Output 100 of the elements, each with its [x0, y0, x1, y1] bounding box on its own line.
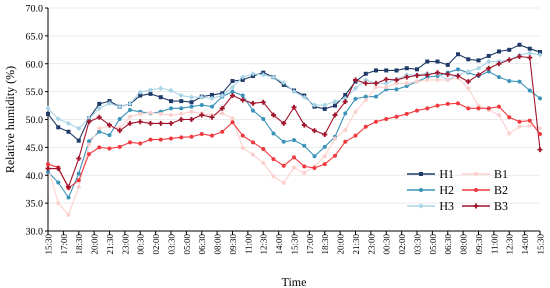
point	[311, 127, 318, 134]
point	[65, 184, 72, 190]
x-tick-label: 09:30	[228, 234, 238, 255]
x-tick-label: 21:30	[350, 234, 361, 255]
point	[538, 132, 542, 136]
point	[352, 86, 358, 91]
point	[300, 122, 308, 128]
x-tick-label: 11:00	[489, 234, 500, 254]
point	[382, 76, 390, 83]
point	[86, 118, 92, 126]
x-tick-label: 11:00	[243, 234, 254, 254]
point	[76, 172, 81, 176]
y-tick-label: 55.0	[26, 87, 43, 98]
point	[507, 79, 512, 84]
point	[476, 106, 480, 110]
point	[446, 62, 450, 67]
point	[384, 68, 388, 72]
point	[415, 67, 419, 72]
point	[220, 111, 224, 116]
point	[56, 116, 61, 122]
y-axis-title: Relative humidity (%)	[3, 66, 17, 174]
point	[333, 104, 337, 108]
point	[446, 102, 450, 106]
x-tick-label: 08:00	[212, 234, 223, 255]
x-tick-label: 23:00	[366, 234, 376, 255]
x-tick-label: 15:30	[289, 234, 300, 255]
point	[66, 120, 72, 126]
point	[190, 100, 194, 104]
point	[374, 94, 378, 99]
point	[518, 120, 522, 124]
point	[322, 144, 327, 149]
point	[342, 98, 349, 106]
point	[456, 52, 460, 56]
point	[292, 138, 296, 142]
point	[292, 155, 296, 160]
point	[456, 67, 460, 72]
point	[260, 98, 267, 106]
point	[394, 87, 398, 92]
point	[108, 146, 112, 150]
y-tick-label: 35.0	[26, 198, 43, 210]
point	[528, 46, 532, 51]
point	[272, 131, 276, 136]
y-tick-label: 45.0	[26, 142, 43, 154]
point	[240, 134, 245, 138]
point	[537, 52, 543, 58]
point	[218, 104, 226, 112]
point	[384, 116, 388, 121]
point	[476, 66, 482, 71]
point	[240, 94, 245, 98]
point	[497, 49, 501, 54]
point	[116, 127, 124, 134]
point	[261, 116, 266, 121]
point	[169, 113, 173, 118]
point	[230, 79, 234, 84]
point	[526, 54, 534, 62]
point	[108, 133, 112, 138]
point	[497, 104, 501, 109]
point	[364, 98, 368, 102]
y-tick-label: 65.0	[26, 31, 43, 42]
x-tick-label: 05:00	[428, 234, 438, 255]
point	[168, 88, 174, 94]
point	[496, 60, 502, 68]
point	[352, 76, 359, 84]
legend-label: B2	[494, 182, 508, 198]
point	[230, 120, 234, 124]
point	[157, 120, 164, 127]
point	[178, 92, 184, 98]
legend-label: B1	[494, 166, 508, 182]
x-tick-label: 02:00	[151, 234, 162, 255]
point	[200, 132, 204, 136]
point	[374, 120, 378, 124]
point	[403, 74, 410, 81]
point	[76, 178, 81, 182]
point	[404, 112, 409, 116]
point	[528, 118, 532, 123]
point	[425, 60, 430, 64]
point	[169, 136, 173, 140]
point	[240, 74, 246, 80]
point	[485, 64, 492, 72]
point	[507, 131, 512, 136]
point	[415, 108, 419, 113]
point	[66, 196, 70, 200]
point	[394, 68, 398, 72]
point	[148, 87, 154, 93]
point	[240, 146, 245, 150]
point	[436, 104, 440, 108]
point	[128, 108, 132, 112]
point	[394, 114, 398, 119]
point	[322, 154, 327, 158]
point	[281, 80, 286, 86]
point	[188, 94, 194, 100]
point	[66, 130, 70, 134]
point	[66, 212, 70, 217]
point	[354, 110, 358, 114]
point	[158, 138, 163, 142]
x-tick-label: 15:30	[535, 234, 546, 255]
point	[436, 60, 440, 64]
point	[261, 147, 266, 152]
y-tick-label: 40.0	[26, 170, 43, 182]
point	[343, 128, 348, 132]
